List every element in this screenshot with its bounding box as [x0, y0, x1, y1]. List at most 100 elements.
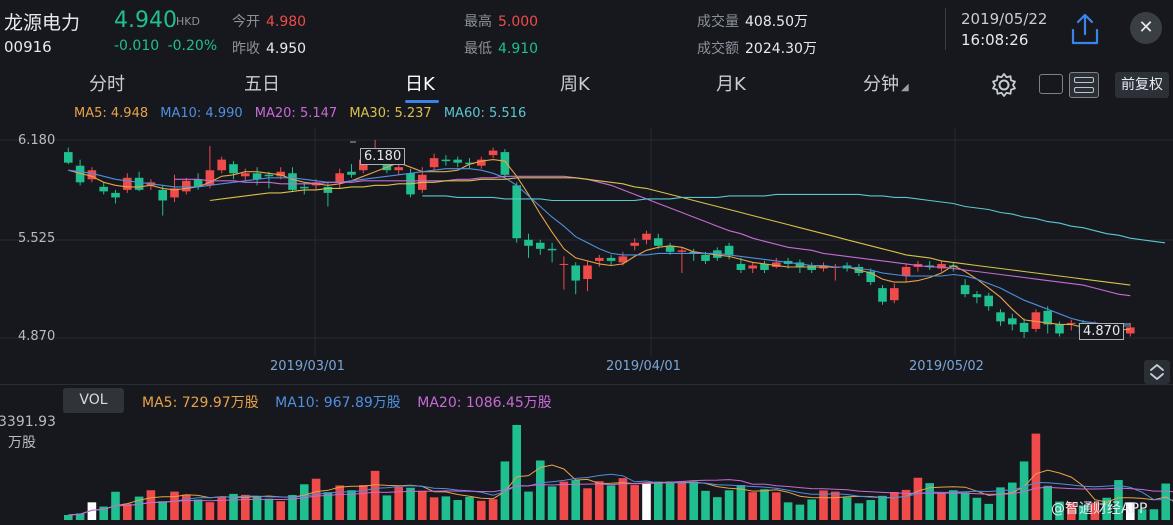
candle [713, 247, 722, 261]
candle [111, 189, 120, 204]
candle [182, 177, 191, 195]
ma60-legend: MA60: 5.516 [443, 106, 527, 121]
candle [1031, 309, 1041, 332]
candle-body [772, 262, 781, 267]
volume-bar [264, 498, 274, 520]
low-price-marker: 4.870 [1079, 323, 1125, 340]
volume-bar [972, 497, 982, 520]
candle [925, 260, 934, 270]
volume-bar [441, 496, 451, 520]
volume-bar [583, 488, 592, 520]
candle-body [500, 152, 510, 175]
candle-body [1067, 322, 1076, 324]
candle-body [559, 263, 569, 265]
volume-bar [689, 481, 698, 520]
pane-divider [0, 384, 1173, 385]
tab-daily-k[interactable]: 日K [405, 74, 435, 95]
candle [264, 171, 274, 189]
candle [583, 260, 592, 292]
candle-body [937, 263, 946, 269]
candle-body [111, 192, 120, 198]
volume-indicator-button[interactable]: VOL [63, 388, 124, 413]
chevron-expand-icon[interactable] [1144, 360, 1170, 384]
candle-body [960, 285, 970, 295]
single-pane-layout-icon[interactable] [1039, 74, 1063, 94]
volume-bar [1114, 480, 1123, 520]
high-price-marker: 6.180 [360, 148, 406, 165]
candle-body [205, 170, 215, 186]
candle-body [488, 150, 498, 156]
ma-legend: MA5: 4.948 MA10: 4.990 MA20: 5.147 MA30:… [74, 106, 534, 121]
candle-body [677, 250, 687, 252]
stock-code: 00916 [4, 38, 52, 56]
candle-body [217, 159, 226, 171]
volume-bar [64, 515, 73, 520]
gear-icon[interactable] [990, 71, 1018, 99]
ma20-line [174, 175, 1131, 297]
volume-axis-max: 3391.93 [0, 414, 56, 430]
candle [536, 239, 545, 255]
low-stat: 最低 4.910 [464, 38, 538, 58]
volume-bar [205, 502, 215, 520]
volume-chart[interactable] [0, 412, 1173, 525]
tab-intraday[interactable]: 分时 [89, 74, 125, 95]
candle-body [547, 248, 557, 251]
vol-ma20-legend: MA20: 1086.45万股 [417, 395, 552, 411]
volume-bar [618, 478, 628, 520]
tab-five-day[interactable]: 五日 [244, 74, 280, 95]
candle [866, 268, 875, 286]
stock-name: 龙源电力 [4, 12, 81, 34]
volume-bar [642, 483, 651, 520]
price-axis-top: 6.180 [18, 133, 56, 148]
tab-monthly-k[interactable]: 月K [716, 74, 746, 95]
candle-body [134, 177, 144, 190]
candle-body [453, 159, 462, 163]
volume-bar [99, 506, 108, 520]
volume-bar [1067, 503, 1076, 520]
header-divider [945, 8, 946, 50]
candle [996, 309, 1005, 326]
close-icon: ✕ [1138, 17, 1154, 38]
volume-axis-unit: 万股 [8, 435, 36, 451]
candle-body [795, 262, 805, 267]
tab-minute[interactable]: 分钟 ◢ [863, 70, 909, 96]
volume-bar [311, 478, 321, 520]
vol-ma10-line [68, 473, 1173, 516]
volume-bar [819, 490, 828, 520]
volume-bar [937, 492, 946, 520]
volume-bar [748, 492, 757, 520]
volume-ma-legend: MA5: 729.97万股 MA10: 967.89万股 MA20: 1086.… [142, 392, 564, 412]
candle [335, 168, 344, 189]
candle-body [536, 242, 545, 249]
candle-body [665, 245, 675, 252]
tab-weekly-k[interactable]: 周K [560, 74, 590, 95]
volume-bar [359, 485, 368, 520]
candle [937, 260, 946, 272]
candle-body [512, 185, 521, 239]
candle-body [477, 159, 486, 166]
candle [878, 285, 887, 305]
volume-bar [488, 499, 498, 520]
candle-body [193, 179, 203, 187]
volume-bar [370, 470, 380, 520]
volume-bar [1149, 509, 1159, 520]
volume-bar [524, 491, 533, 520]
candle-body [441, 159, 451, 162]
volume-bar [807, 499, 816, 520]
candle-body [64, 152, 73, 163]
candle-body [630, 242, 639, 246]
candle [453, 156, 462, 168]
split-pane-layout-icon[interactable] [1069, 72, 1099, 98]
candle [1019, 318, 1029, 338]
candle-body [606, 257, 616, 261]
candlestick-chart[interactable] [0, 128, 1173, 383]
share-icon[interactable] [1070, 12, 1100, 46]
adjust-price-button[interactable]: 前复权 [1115, 72, 1169, 98]
volume-bar [571, 480, 580, 520]
close-button[interactable]: ✕ [1130, 12, 1162, 44]
turnover-value: 2024.30万 [745, 41, 817, 57]
candle [241, 168, 250, 181]
candle-body [241, 173, 250, 177]
candle-body [972, 294, 982, 298]
volume-bar [229, 493, 238, 520]
